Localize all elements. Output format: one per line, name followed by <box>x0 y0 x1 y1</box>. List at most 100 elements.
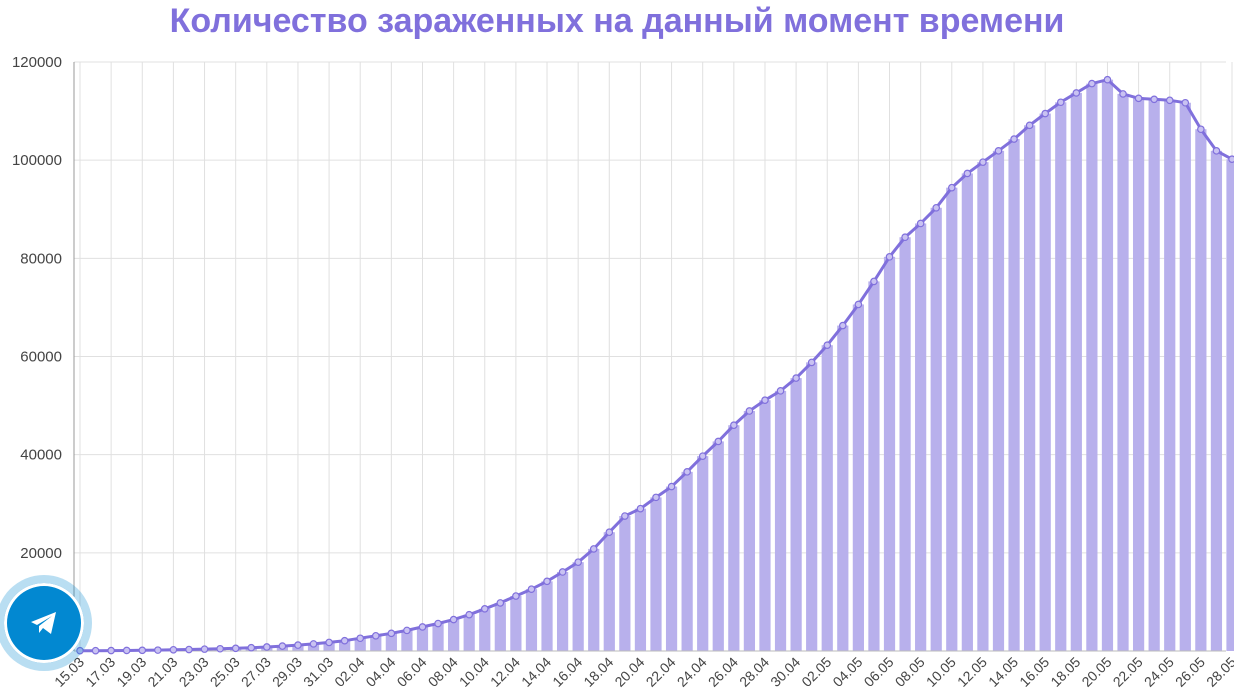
data-point <box>231 644 240 653</box>
data-point <box>496 599 505 607</box>
data-point <box>154 646 162 654</box>
bar <box>510 596 522 651</box>
data-point <box>574 558 582 566</box>
data-point <box>605 528 614 537</box>
data-point <box>1119 90 1127 98</box>
data-point <box>434 619 442 628</box>
data-point <box>185 645 193 654</box>
bar <box>463 614 475 651</box>
data-point <box>885 253 894 261</box>
x-tick-label: 18.05 <box>1047 654 1083 690</box>
bar <box>1148 99 1160 651</box>
bar <box>961 173 973 651</box>
bar <box>572 562 584 651</box>
bar <box>385 633 397 651</box>
data-point <box>512 592 520 600</box>
telegram-button[interactable] <box>0 575 92 671</box>
bar <box>1132 98 1145 652</box>
bar <box>1055 102 1067 651</box>
bar <box>494 602 506 651</box>
bar <box>930 207 942 651</box>
x-tick-label: 10.05 <box>923 654 959 690</box>
y-tick-label: 120000 <box>12 54 62 71</box>
chart-title: Количество зараженных на данный момент в… <box>169 2 1065 40</box>
bar <box>634 508 647 651</box>
data-point <box>745 407 754 415</box>
x-tick-label: 10.04 <box>456 654 492 690</box>
x-tick-label: 08.05 <box>892 654 928 690</box>
bar <box>915 223 927 651</box>
data-point <box>761 396 769 404</box>
data-point <box>963 169 972 178</box>
bar <box>1101 79 1114 652</box>
data-point <box>263 643 271 651</box>
data-point <box>1088 79 1096 88</box>
bar <box>992 150 1005 652</box>
x-tick-label: 02.05 <box>798 654 834 690</box>
bar <box>1117 93 1129 651</box>
telegram-button-circle[interactable] <box>4 583 84 663</box>
y-tick-labels: 20000 40000 60000 80000 100000 120000 <box>12 54 62 562</box>
bar <box>432 623 444 651</box>
y-tick-label: 80000 <box>20 250 62 267</box>
data-point <box>1212 147 1221 155</box>
data-point <box>589 545 598 553</box>
bar <box>1070 92 1082 652</box>
x-tick-label: 14.05 <box>985 654 1021 690</box>
data-point <box>247 643 256 652</box>
bar <box>806 362 818 651</box>
data-point <box>652 493 660 502</box>
bar <box>681 471 693 651</box>
data-point <box>1025 121 1034 130</box>
data-point <box>1197 125 1205 134</box>
x-tick-label: 04.04 <box>362 654 398 690</box>
y-tick-label: 40000 <box>20 447 62 464</box>
x-tick-label: 26.05 <box>1172 654 1208 690</box>
data-point <box>216 644 224 653</box>
data-point <box>730 421 738 430</box>
bar <box>619 516 631 651</box>
data-point <box>356 634 365 643</box>
data-point <box>932 203 941 212</box>
data-point <box>387 629 396 638</box>
x-tick-label: 30.04 <box>767 654 803 690</box>
bar <box>370 635 382 651</box>
data-point <box>1103 75 1112 84</box>
data-point <box>621 512 629 520</box>
data-point <box>76 646 84 655</box>
data-point <box>823 341 832 350</box>
bar <box>743 410 756 651</box>
data-point <box>1072 89 1081 97</box>
bar <box>946 187 958 652</box>
bar <box>479 608 491 651</box>
data-point <box>543 577 551 586</box>
data-point <box>1056 98 1065 107</box>
bar <box>821 345 833 651</box>
bar <box>774 390 787 651</box>
data-point <box>449 615 458 624</box>
bar <box>650 497 662 651</box>
bars <box>74 79 1234 652</box>
bar <box>1039 113 1051 652</box>
bar <box>1008 139 1020 651</box>
x-tick-label: 23.03 <box>176 654 212 690</box>
bar <box>899 237 911 652</box>
data-point <box>200 645 209 653</box>
bar <box>1226 159 1234 651</box>
data-point <box>107 646 115 655</box>
data-point <box>1041 109 1049 118</box>
data-point <box>91 646 100 655</box>
data-point <box>839 321 847 330</box>
bar <box>416 626 429 651</box>
x-tick-label: 21.03 <box>144 654 180 690</box>
bar <box>728 425 740 651</box>
data-point <box>636 504 645 513</box>
x-tick-label: 16.05 <box>1016 654 1052 690</box>
x-tick-label: 28.04 <box>736 654 772 690</box>
data-point <box>403 626 411 635</box>
data-point <box>994 147 1003 155</box>
data-point <box>870 277 878 286</box>
x-tick-label: 04.05 <box>829 654 865 690</box>
x-tick-label: 17.03 <box>82 654 118 690</box>
